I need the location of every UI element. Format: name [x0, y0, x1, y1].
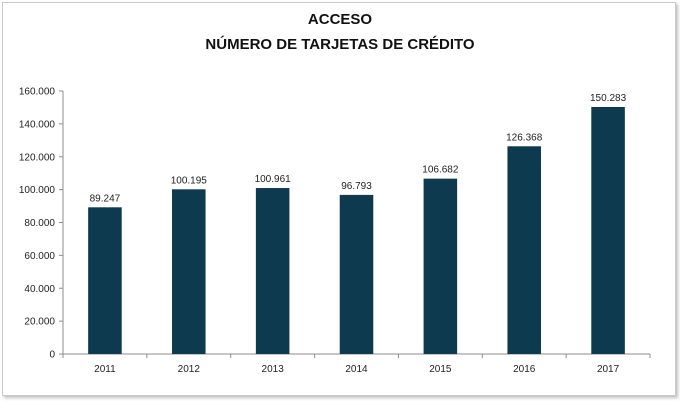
data-label-2012: 100.195	[171, 175, 208, 186]
bar-2013	[255, 188, 290, 354]
data-label-2014: 96.793	[341, 181, 372, 192]
data-label-2017: 150.283	[590, 93, 627, 104]
data-label-2013: 100.961	[255, 174, 292, 185]
data-label-2015: 106.682	[422, 165, 459, 176]
data-label-2016: 126.368	[506, 132, 543, 143]
x-tick-label-2016: 2016	[513, 364, 536, 375]
y-tick-label: 80.000	[24, 218, 55, 229]
bar-2015	[423, 178, 458, 354]
x-tick-label-2014: 2014	[345, 364, 368, 375]
y-axis: 0 20.000 40.000 60.000 80.000 100.000 120.000 1…	[19, 87, 64, 361]
x-tick-label-2013: 2013	[262, 364, 285, 375]
chart-subtitle: NÚMERO DE TARJETAS DE CRÉDITO	[205, 35, 475, 53]
y-tick-label: 20.000	[24, 317, 55, 328]
bar-2011	[88, 207, 122, 354]
y-tick-label: 100.000	[19, 185, 56, 196]
y-tick-label: 60.000	[24, 251, 55, 262]
x-tick-label-2011: 2011	[94, 364, 116, 375]
chart-title: ACCESO	[308, 11, 373, 28]
x-tick-label-2017: 2017	[597, 364, 620, 375]
x-tick-label-2012: 2012	[178, 364, 201, 375]
bar-2016	[507, 146, 541, 354]
y-tick-label: 160.000	[19, 87, 56, 98]
bar-2017	[591, 106, 625, 354]
y-tick-label: 0	[49, 350, 55, 361]
y-tick-label: 140.000	[19, 119, 56, 130]
bar-2014	[339, 194, 374, 354]
x-axis: 2011 2012 2013 2014 2015 2016 2017	[62, 353, 651, 375]
data-labels: 89.247 100.195 100.961 96.793 106.682 126.368…	[90, 93, 627, 204]
bar-2012	[172, 189, 206, 354]
bars	[88, 106, 625, 354]
y-tick-label: 120.000	[19, 152, 56, 163]
y-tick-label: 40.000	[24, 284, 55, 295]
x-tick-label-2015: 2015	[429, 364, 452, 375]
data-label-2011: 89.247	[90, 193, 121, 204]
